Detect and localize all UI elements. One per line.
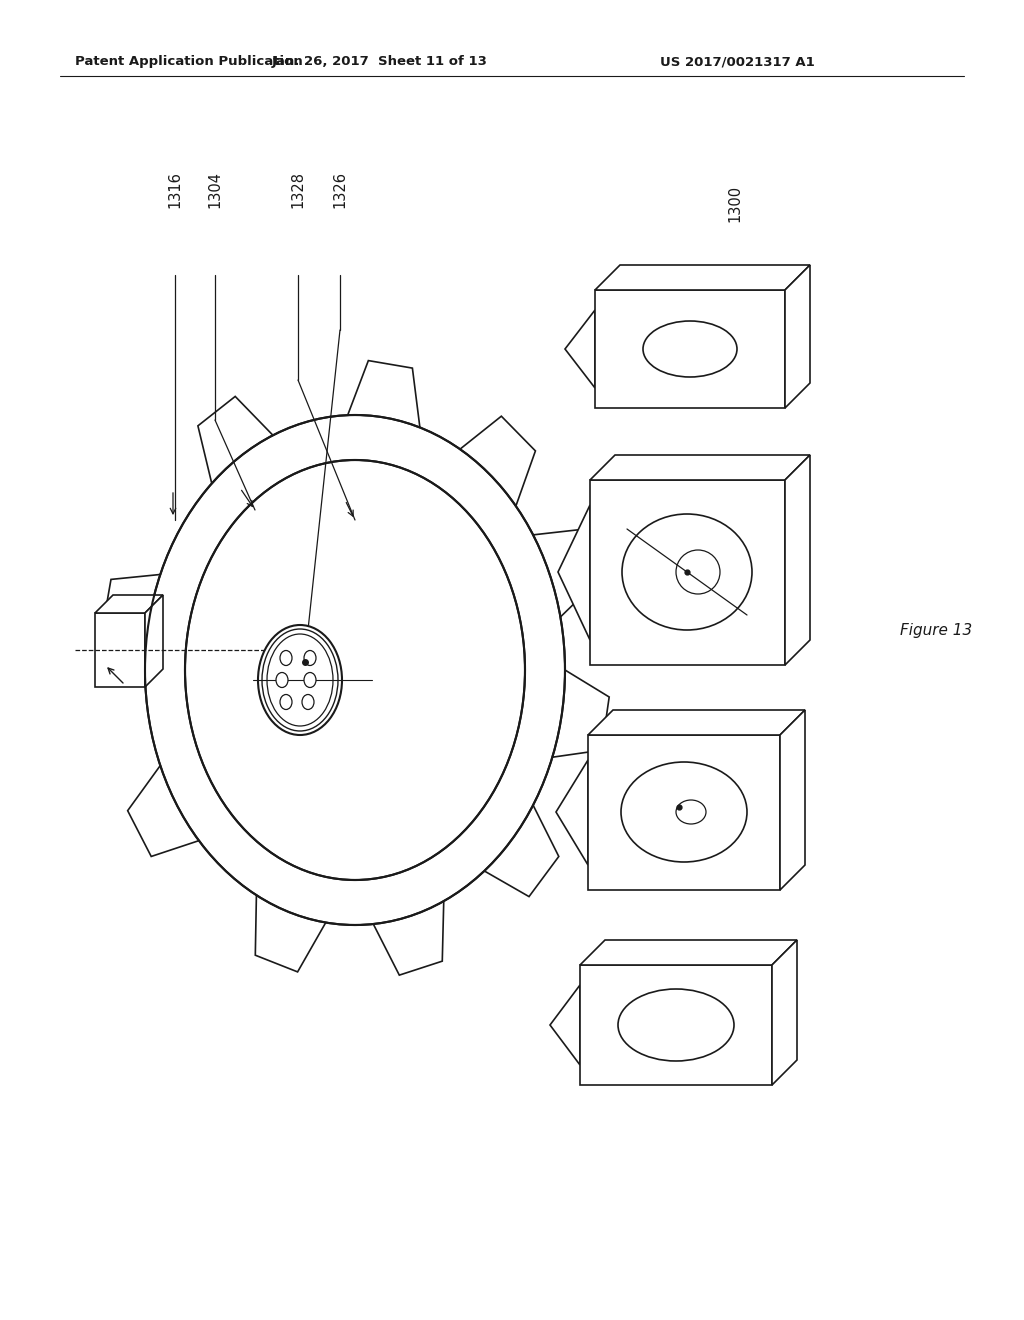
Text: 1326: 1326 xyxy=(333,172,347,209)
Polygon shape xyxy=(780,710,805,890)
Polygon shape xyxy=(198,396,273,483)
Polygon shape xyxy=(785,455,810,665)
Ellipse shape xyxy=(304,651,316,665)
Polygon shape xyxy=(785,265,810,408)
Ellipse shape xyxy=(280,651,292,665)
Text: Patent Application Publication: Patent Application Publication xyxy=(75,55,303,69)
Text: Figure 13: Figure 13 xyxy=(900,623,972,638)
Ellipse shape xyxy=(185,459,525,880)
Polygon shape xyxy=(595,290,785,408)
Text: 1316: 1316 xyxy=(168,172,182,209)
Text: Jan. 26, 2017  Sheet 11 of 13: Jan. 26, 2017 Sheet 11 of 13 xyxy=(272,55,488,69)
Polygon shape xyxy=(534,529,599,616)
Polygon shape xyxy=(255,895,326,972)
Polygon shape xyxy=(484,805,559,896)
Polygon shape xyxy=(128,766,199,857)
Polygon shape xyxy=(550,985,580,1065)
Polygon shape xyxy=(595,265,810,290)
Polygon shape xyxy=(348,360,420,428)
Polygon shape xyxy=(145,595,163,686)
Polygon shape xyxy=(588,735,780,890)
Polygon shape xyxy=(590,480,785,665)
Ellipse shape xyxy=(145,414,565,925)
Polygon shape xyxy=(590,455,810,480)
Polygon shape xyxy=(460,416,536,506)
Polygon shape xyxy=(558,506,590,640)
Ellipse shape xyxy=(304,672,316,688)
Polygon shape xyxy=(374,902,443,975)
Polygon shape xyxy=(95,595,163,612)
Text: 1300: 1300 xyxy=(727,185,742,222)
Ellipse shape xyxy=(258,624,342,735)
Polygon shape xyxy=(580,940,797,965)
Ellipse shape xyxy=(276,672,288,688)
Polygon shape xyxy=(552,671,609,758)
Text: 1328: 1328 xyxy=(291,172,305,209)
Text: 1304: 1304 xyxy=(208,172,222,209)
Polygon shape xyxy=(556,760,588,865)
Polygon shape xyxy=(580,965,772,1085)
Ellipse shape xyxy=(280,694,292,710)
Polygon shape xyxy=(101,574,161,661)
Text: US 2017/0021317 A1: US 2017/0021317 A1 xyxy=(660,55,815,69)
Polygon shape xyxy=(565,310,595,388)
Polygon shape xyxy=(588,710,805,735)
Polygon shape xyxy=(772,940,797,1085)
Ellipse shape xyxy=(302,694,314,710)
Polygon shape xyxy=(95,612,145,686)
